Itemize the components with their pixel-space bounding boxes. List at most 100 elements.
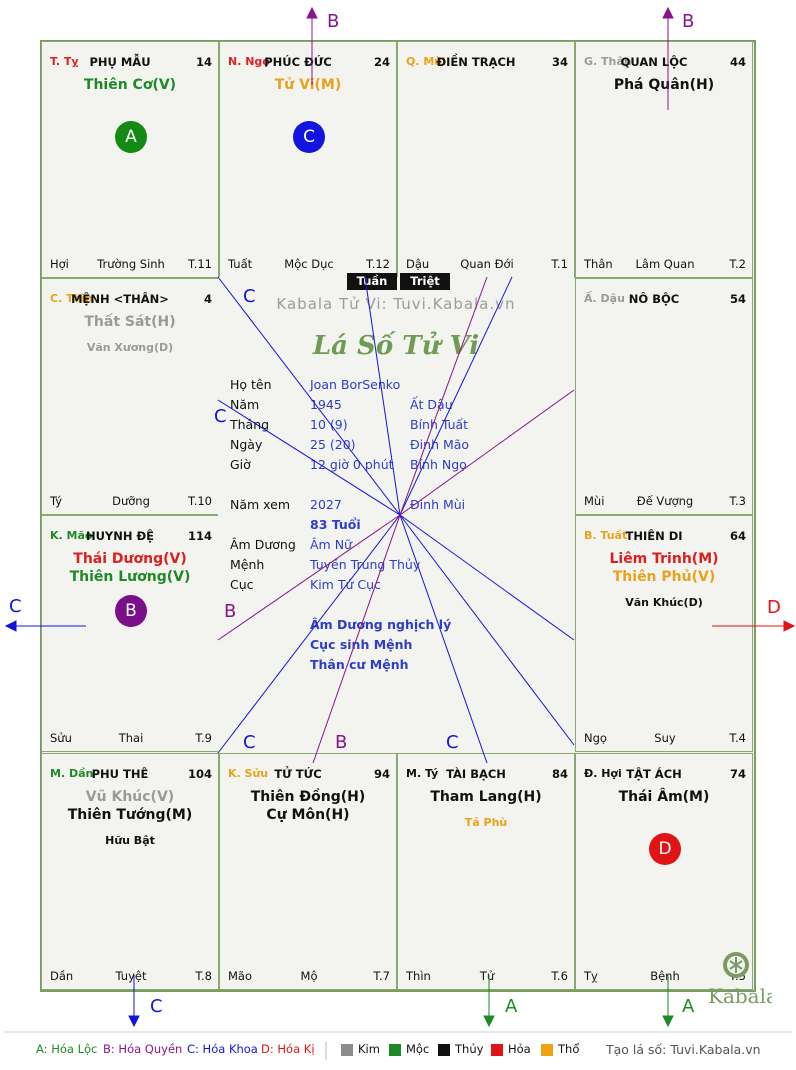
palace-branch-name: Tuất <box>228 257 253 271</box>
palace-house: MỆNH <THÂN> <box>71 292 169 306</box>
info-value-2: Đinh Mùi <box>410 497 466 512</box>
palace-number: 34 <box>551 55 568 69</box>
transform-badge: A <box>115 121 147 153</box>
palace-cell: Ấ. Dậu NÔ BỘC 54 Mùi Đế Vượng T.3 <box>575 278 753 515</box>
palace-cell: Đ. Hợi TẬT ÁCH 74 Thái Âm(M)D Tỵ Bệnh T.… <box>575 753 753 990</box>
palace-branch: Đ. Hợi <box>584 767 622 780</box>
palace-branch-name: Thìn <box>406 969 431 983</box>
palace-branch-name: Dậu <box>406 257 430 271</box>
palace-branch: K. Mão <box>50 529 93 542</box>
palace-stars: Tử Vi(M) <box>220 76 396 94</box>
palace-phase: Lâm Quan <box>635 257 695 271</box>
bottom-arrow-a-label: A <box>682 996 695 1017</box>
element-label: Mộc <box>406 1042 430 1056</box>
kabala-logo: Kabala <box>708 952 772 1008</box>
palace-phase: Đế Vượng <box>636 494 694 508</box>
line-label-c: C <box>243 286 256 307</box>
palace-branch-name: Sửu <box>50 731 72 745</box>
palace-footer: Thân Lâm Quan T.2 <box>584 257 746 271</box>
palace-header: B. Tuất THIÊN DI 64 <box>584 529 746 545</box>
palace-branch: C. Thìn <box>50 292 94 305</box>
legend-hoa-ki: D: Hóa Kị <box>261 1042 315 1056</box>
line-label-b: B <box>335 732 348 753</box>
palace-branch: Ấ. Dậu <box>584 292 625 305</box>
info-value: 25 (20) <box>310 437 356 452</box>
palace-header: Đ. Hợi TẬT ÁCH 74 <box>584 767 746 783</box>
palace-number: 4 <box>203 292 212 306</box>
palace-footer: Hợi Trường Sinh T.11 <box>50 257 212 271</box>
palace-month: T.2 <box>729 257 746 271</box>
palace-branch: K. Sửu <box>228 767 269 780</box>
palace-header: M. Tý TÀI BẠCH 84 <box>406 767 568 783</box>
palace-stars: Thái Âm(M) <box>576 788 752 806</box>
element-label: Kim <box>358 1042 380 1056</box>
palace-month: T.1 <box>551 257 568 271</box>
palace-house: PHỤ MẪU <box>89 55 151 69</box>
palace-phase: Tử <box>479 969 495 983</box>
major-star: Thiên Đồng(H) <box>250 789 366 805</box>
palace-number: 14 <box>195 55 212 69</box>
palace-header: N. Ngọ PHÚC ĐỨC 24 <box>228 55 390 71</box>
palace-month: T.7 <box>373 969 390 983</box>
element-swatch <box>438 1044 450 1056</box>
major-star: Thiên Phủ(V) <box>612 569 716 585</box>
major-star: Phá Quân(H) <box>613 77 715 93</box>
legend-hoa-khoa: C: Hóa Khoa <box>187 1042 258 1056</box>
palace-house: TỬ TỨC <box>274 767 322 781</box>
element-label: Thổ <box>558 1042 580 1056</box>
palace-month: T.6 <box>551 969 568 983</box>
palace-branch-name: Hợi <box>50 257 69 271</box>
palace-house: QUAN LỘC <box>620 55 688 69</box>
palace-header: G. Thân QUAN LỘC 44 <box>584 55 746 71</box>
palace-phase: Suy <box>654 731 676 745</box>
palace-stars: Thiên Đồng(H) Cự Môn(H) <box>220 788 396 824</box>
palace-footer: Dần Tuyệt T.8 <box>50 969 212 983</box>
palace-number: 84 <box>551 767 568 781</box>
palace-house: ĐIỀN TRẠCH <box>436 55 516 69</box>
info-value: Joan BorSenko <box>310 377 401 392</box>
line-label-b: B <box>224 601 237 622</box>
palace-month: T.11 <box>188 257 212 271</box>
palace-month: T.9 <box>195 731 212 745</box>
palace-stars: Tham Lang(H) Tả Phù <box>398 788 574 830</box>
info-value-2: Ất Dậu <box>410 397 453 412</box>
palace-header: T. Tỵ PHỤ MẪU 14 <box>50 55 212 71</box>
palace-cell: K. Sửu TỬ TỨC 94 Thiên Đồng(H) Cự Môn(H) … <box>219 753 397 990</box>
palace-header: C. Thìn MỆNH <THÂN> 4 <box>50 292 212 308</box>
element-label: Thủy <box>455 1042 484 1056</box>
palace-stars: Vũ Khúc(V) Thiên Tướng(M) Hữu Bật <box>42 788 218 848</box>
palace-branch: T. Tỵ <box>50 55 79 68</box>
palace-branch-name: Dần <box>50 969 74 983</box>
legend: A: Hóa Lộc B: Hóa Quyền C: Hóa Khoa D: H… <box>0 1036 796 1060</box>
right-arrow-d-label: D <box>767 597 781 618</box>
major-star: Thái Dương(V) <box>73 551 187 567</box>
palace-phase: Dưỡng <box>112 494 150 508</box>
kabala-logo-text: Kabala <box>708 984 772 1008</box>
minor-star: Văn Xương(D) <box>86 341 174 354</box>
major-star: Cự Môn(H) <box>266 807 350 823</box>
transform-badge: D <box>649 833 681 865</box>
palace-branch-name: Ngọ <box>584 731 607 745</box>
line-label-c: C <box>214 406 227 427</box>
major-star: Vũ Khúc(V) <box>85 789 175 805</box>
info-label: Ngày <box>230 437 263 452</box>
palace-stars: Phá Quân(H) <box>576 76 752 94</box>
palace-house: TÀI BẠCH <box>446 767 506 781</box>
major-star: Thiên Lương(V) <box>69 569 191 585</box>
palace-branch: B. Tuất <box>584 529 628 542</box>
info-value-2: Bính Ngọ <box>410 457 467 472</box>
major-star: Tham Lang(H) <box>430 789 542 805</box>
palace-cell: G. Thân QUAN LỘC 44 Phá Quân(H) Thân Lâm… <box>575 41 753 278</box>
chart-title: Lá Số Tử Vi <box>312 331 480 361</box>
line-label-c: C <box>243 732 256 753</box>
minor-star: Hữu Bật <box>105 834 155 847</box>
palace-branch-name: Mùi <box>584 494 605 508</box>
info-value-2: Đinh Mão <box>410 437 470 452</box>
palace-branch-name: Tý <box>50 494 63 508</box>
palace-house: NÔ BỘC <box>628 292 680 306</box>
left-arrow-c-label: C <box>9 596 22 617</box>
info-value: Tuyền Trung Thủy <box>310 557 421 572</box>
transform-badge: C <box>293 121 325 153</box>
palace-branch-name: Mão <box>228 969 253 983</box>
palace-footer: Thìn Tử T.6 <box>406 969 568 983</box>
